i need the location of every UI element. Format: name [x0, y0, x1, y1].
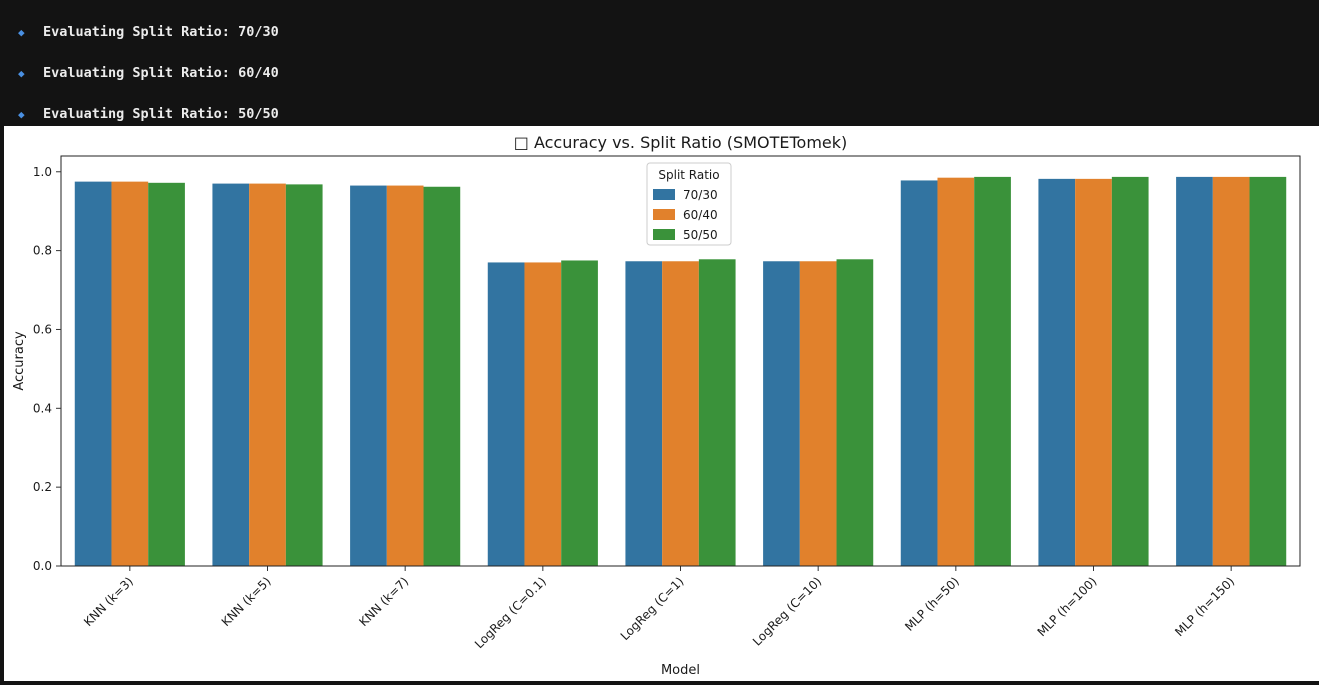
y-tick-label: 0.4 [33, 401, 52, 415]
bar-chart: □ Accuracy vs. Split Ratio (SMOTETomek) K… [12, 133, 1301, 678]
bar [148, 182, 185, 567]
legend-label: 60/40 [683, 208, 718, 222]
bar [1111, 176, 1149, 566]
diamond-bullet-icon: ◆ [18, 108, 25, 121]
log-line: ◆ Evaluating Split Ratio: 70/30 [18, 24, 279, 44]
legend-label: 70/30 [683, 188, 718, 202]
y-tick-label: 1.0 [33, 165, 52, 179]
log-line: ◆ Evaluating Split Ratio: 60/40 [18, 65, 279, 85]
bar [662, 261, 699, 566]
bar [285, 184, 323, 566]
bar [763, 261, 800, 566]
legend-swatch [653, 189, 675, 200]
bar [937, 177, 975, 567]
bar [799, 261, 837, 566]
chart-figure: □ Accuracy vs. Split Ratio (SMOTETomek) K… [4, 126, 1319, 681]
bar [524, 262, 562, 566]
bar [1075, 178, 1112, 566]
x-tick-label: KNN (k=5) [219, 574, 274, 629]
legend-swatch [653, 209, 675, 220]
log-text: Evaluating Split Ratio: 50/50 [43, 106, 279, 122]
legend-title: Split Ratio [658, 168, 719, 182]
x-tick-label: KNN (k=7) [356, 574, 411, 629]
log-text: Evaluating Split Ratio: 70/30 [43, 24, 279, 40]
diamond-bullet-icon: ◆ [18, 26, 25, 39]
bar [698, 259, 736, 566]
bar [350, 185, 387, 566]
y-tick-label: 0.2 [33, 480, 52, 494]
console-output: ◆ Evaluating Split Ratio: 70/30 ◆ Evaluati… [0, 0, 1319, 126]
bar [1249, 176, 1287, 566]
y-tick-label: 0.0 [33, 559, 52, 573]
x-tick-label: MLP (h=50) [902, 574, 962, 634]
x-tick-label: MLP (h=150) [1172, 574, 1237, 639]
log-line: ◆ Evaluating Split Ratio: 50/50 [18, 106, 279, 126]
plot-frame [60, 155, 1301, 567]
bar [1212, 176, 1250, 566]
x-axis-label: Model [661, 663, 700, 678]
bar [111, 181, 149, 566]
bar [900, 180, 938, 566]
y-axis-label: Accuracy [12, 331, 27, 391]
chart-title: □ Accuracy vs. Split Ratio (SMOTETomek) [514, 133, 848, 152]
bar [836, 259, 874, 566]
y-tick-label: 0.8 [33, 244, 52, 258]
bar [212, 183, 250, 566]
bar [974, 176, 1011, 566]
bar [386, 185, 424, 566]
x-tick-label: LogReg (C=0.1) [472, 574, 549, 651]
x-tick-label: LogReg (C=10) [750, 574, 824, 648]
bar [625, 261, 663, 566]
bar [423, 186, 461, 566]
diamond-bullet-icon: ◆ [18, 67, 25, 80]
bar [249, 183, 286, 566]
x-tick-label: MLP (h=100) [1035, 574, 1100, 639]
legend-swatch [653, 229, 675, 240]
bar [561, 260, 598, 566]
legend-label: 50/50 [683, 228, 718, 242]
x-tick-label: LogReg (C=1) [618, 574, 687, 643]
x-tick-label: KNN (k=3) [81, 574, 136, 629]
bar [1176, 176, 1213, 566]
bar [1038, 178, 1076, 566]
bar [487, 262, 525, 566]
y-tick-label: 0.6 [33, 322, 52, 336]
legend-box [646, 162, 732, 246]
bar [74, 181, 112, 566]
log-text: Evaluating Split Ratio: 60/40 [43, 65, 279, 81]
